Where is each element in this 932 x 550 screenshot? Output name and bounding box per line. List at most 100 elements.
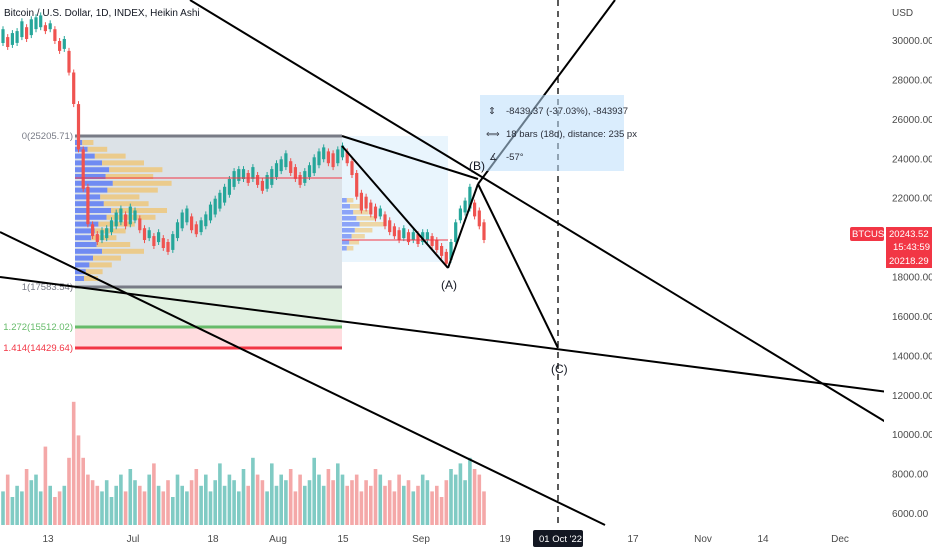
candle-body[interactable] [1, 29, 5, 43]
candle-body[interactable] [175, 222, 180, 239]
candle-body[interactable] [402, 228, 406, 239]
candle-body[interactable] [95, 234, 99, 242]
candle-body[interactable] [138, 218, 142, 231]
candle-body[interactable] [274, 163, 279, 177]
candle-body[interactable] [373, 206, 378, 219]
candle-body[interactable] [185, 208, 189, 223]
trend-line-1[interactable] [189, 0, 932, 451]
candle-body[interactable] [124, 214, 128, 227]
candle-body[interactable] [20, 21, 24, 38]
candle-body[interactable] [34, 17, 38, 30]
candle-body[interactable] [43, 25, 47, 32]
candle-body[interactable] [355, 173, 359, 197]
candle-body[interactable] [298, 175, 302, 185]
candle-body[interactable] [72, 72, 76, 105]
time-axis[interactable] [0, 528, 932, 550]
candle-body[interactable] [312, 157, 316, 174]
candle-body[interactable] [105, 228, 109, 239]
candle-body[interactable] [6, 37, 10, 47]
wave-leg-up[interactable] [447, 183, 479, 269]
candle-body[interactable] [444, 251, 448, 264]
candle-body[interactable] [128, 206, 132, 225]
candle-body[interactable] [270, 169, 274, 185]
candle-body[interactable] [473, 202, 477, 217]
candle-body[interactable] [15, 31, 19, 43]
candle-body[interactable] [171, 234, 175, 250]
candle-body[interactable] [260, 180, 264, 191]
candle-body[interactable] [190, 216, 194, 231]
wave-leg-down[interactable] [341, 145, 449, 269]
candle-body[interactable] [114, 212, 118, 227]
candle-body[interactable] [454, 222, 458, 242]
candle-body[interactable] [161, 238, 165, 248]
candle-body[interactable] [369, 202, 373, 215]
candle-body[interactable] [378, 208, 382, 217]
candle-body[interactable] [227, 179, 231, 195]
candle-body[interactable] [223, 186, 227, 203]
candle-body[interactable] [303, 171, 307, 183]
candle-body[interactable] [322, 147, 326, 160]
candle-body[interactable] [406, 232, 411, 243]
candle-body[interactable] [152, 236, 156, 246]
candle-body[interactable] [62, 39, 66, 49]
candle-body[interactable] [416, 234, 420, 244]
candle-body[interactable] [232, 171, 236, 187]
candle-body[interactable] [421, 232, 425, 243]
candle-body[interactable] [204, 214, 208, 227]
candle-body[interactable] [468, 186, 472, 209]
candle-body[interactable] [81, 149, 85, 189]
candle-body[interactable] [10, 33, 14, 45]
candle-body[interactable] [482, 222, 486, 240]
candle-body[interactable] [340, 145, 345, 158]
candle-body[interactable] [265, 175, 269, 189]
candle-body[interactable] [388, 220, 392, 233]
candle-body[interactable] [307, 165, 312, 177]
candle-body[interactable] [293, 167, 297, 179]
candle-body[interactable] [39, 15, 43, 28]
candle-body[interactable] [345, 151, 349, 164]
candle-body[interactable] [331, 153, 335, 168]
candle-body[interactable] [76, 104, 81, 150]
candle-body[interactable] [25, 27, 29, 39]
candle-body[interactable] [166, 242, 170, 252]
candle-body[interactable] [477, 210, 481, 227]
candle-body[interactable] [279, 159, 283, 172]
candle-body[interactable] [119, 208, 123, 223]
trend-line-4[interactable] [341, 135, 479, 180]
trend-line-3[interactable] [0, 276, 889, 393]
candle-body[interactable] [218, 192, 222, 209]
candle-body[interactable] [392, 226, 396, 237]
candle-body[interactable] [86, 186, 90, 225]
candle-body[interactable] [53, 29, 57, 41]
candle-body[interactable] [142, 228, 147, 240]
candle-body[interactable] [289, 161, 293, 173]
candle-body[interactable] [359, 192, 363, 211]
candle-body[interactable] [458, 208, 462, 221]
candle-body[interactable] [100, 230, 104, 241]
candle-body[interactable] [157, 232, 161, 243]
candle-body[interactable] [326, 151, 330, 164]
candle-body[interactable] [430, 236, 434, 246]
wave-leg-c[interactable] [477, 183, 559, 349]
candle-body[interactable] [133, 210, 137, 221]
candle-body[interactable] [397, 230, 401, 241]
candle-body[interactable] [350, 161, 354, 175]
candle-body[interactable] [29, 19, 33, 36]
candle-body[interactable] [251, 167, 255, 179]
candle-body[interactable] [336, 149, 340, 164]
candle-body[interactable] [317, 151, 321, 166]
candle-body[interactable] [449, 242, 453, 260]
candle-body[interactable] [440, 246, 444, 256]
candle-body[interactable] [194, 224, 198, 235]
candle-body[interactable] [435, 240, 439, 250]
candle-body[interactable] [411, 232, 415, 241]
candle-body[interactable] [237, 169, 241, 181]
candle-body[interactable] [463, 200, 467, 213]
candle-body[interactable] [213, 198, 217, 215]
candle-body[interactable] [284, 153, 288, 168]
candle-body[interactable] [109, 220, 114, 233]
candle-body[interactable] [241, 169, 246, 179]
candle-body[interactable] [147, 230, 151, 239]
candle-body[interactable] [364, 196, 368, 209]
